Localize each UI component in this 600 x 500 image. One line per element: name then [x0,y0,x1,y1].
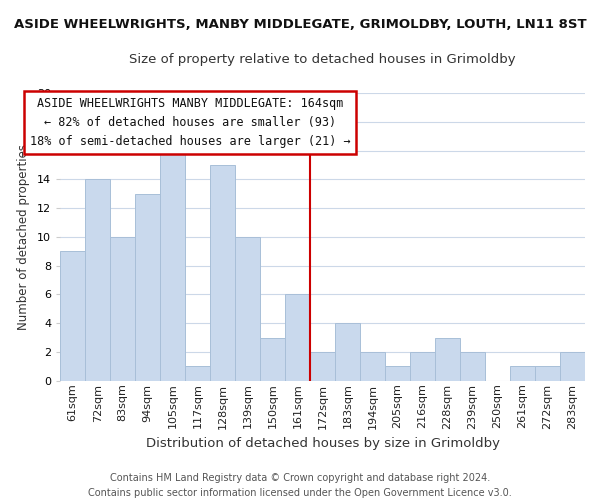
Title: Size of property relative to detached houses in Grimoldby: Size of property relative to detached ho… [129,52,516,66]
Bar [310,352,335,381]
Bar [210,165,235,381]
Bar [435,338,460,381]
Text: ASIDE WHEELWRIGHTS, MANBY MIDDLEGATE, GRIMOLDBY, LOUTH, LN11 8ST: ASIDE WHEELWRIGHTS, MANBY MIDDLEGATE, GR… [14,18,586,30]
Bar [335,323,360,381]
Bar [460,352,485,381]
Bar [110,237,135,381]
Y-axis label: Number of detached properties: Number of detached properties [17,144,30,330]
Bar [285,294,310,381]
Bar [535,366,560,381]
Text: ASIDE WHEELWRIGHTS MANBY MIDDLEGATE: 164sqm
← 82% of detached houses are smaller: ASIDE WHEELWRIGHTS MANBY MIDDLEGATE: 164… [30,98,350,148]
Bar [135,194,160,381]
Bar [410,352,435,381]
Bar [160,136,185,381]
Text: Contains HM Land Registry data © Crown copyright and database right 2024.
Contai: Contains HM Land Registry data © Crown c… [88,472,512,498]
Bar [185,366,210,381]
X-axis label: Distribution of detached houses by size in Grimoldby: Distribution of detached houses by size … [146,437,500,450]
Bar [385,366,410,381]
Bar [510,366,535,381]
Bar [235,237,260,381]
Bar [360,352,385,381]
Bar [60,252,85,381]
Bar [85,180,110,381]
Bar [260,338,285,381]
Bar [560,352,585,381]
